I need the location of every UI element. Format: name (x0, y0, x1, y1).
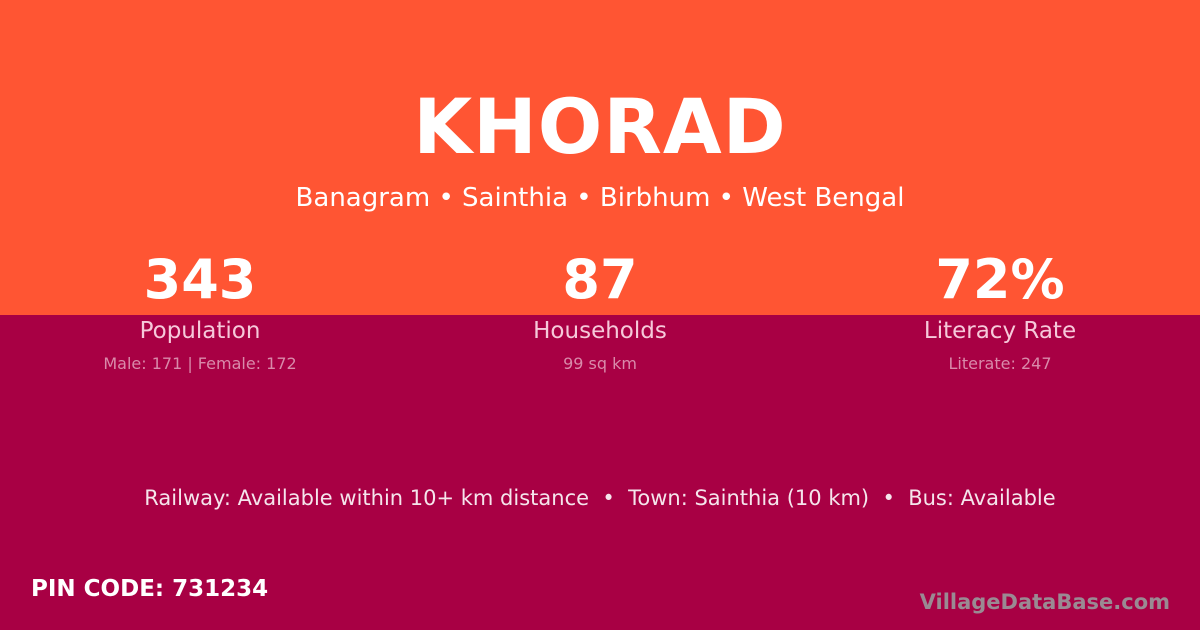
stat-detail: Male: 171 | Female: 172 (103, 354, 297, 373)
details-band (0, 315, 1200, 630)
stat-population: 343 Population Male: 171 | Female: 172 (0, 248, 400, 373)
village-name: KHORAD (413, 82, 787, 171)
stat-value: 72% (935, 248, 1065, 311)
stat-detail: 99 sq km (563, 354, 637, 373)
stat-detail: Literate: 247 (948, 354, 1052, 373)
stat-literacy: 72% Literacy Rate Literate: 247 (800, 248, 1200, 373)
location-breadcrumb: Banagram • Sainthia • Birbhum • West Ben… (295, 183, 905, 213)
stat-label: Population (139, 318, 261, 344)
stat-value: 87 (562, 248, 638, 311)
connectivity-facts: Railway: Available within 10+ km distanc… (144, 486, 1056, 510)
watermark-logo: VillageDataBase.com (919, 590, 1170, 614)
header-band (0, 0, 1200, 315)
stat-label: Households (533, 318, 667, 344)
pin-code: PIN CODE: 731234 (31, 576, 269, 602)
stat-label: Literacy Rate (923, 318, 1077, 344)
stat-value: 343 (143, 248, 257, 311)
stat-households: 87 Households 99 sq km (400, 248, 800, 373)
